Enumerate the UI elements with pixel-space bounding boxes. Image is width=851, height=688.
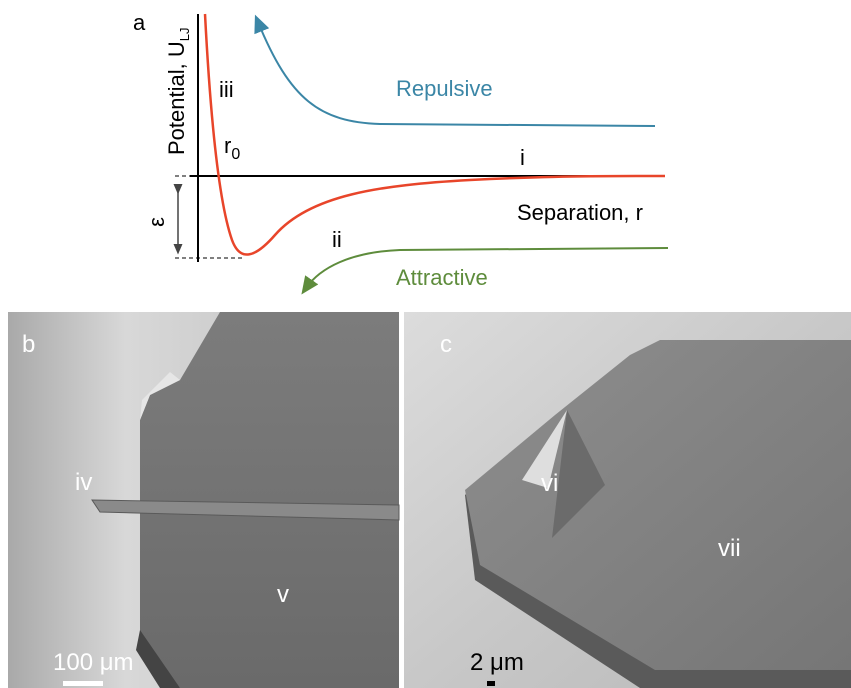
page: {"panel_a": {"label": "a", "y_axis_label…	[0, 0, 851, 688]
r0-text: r	[224, 133, 231, 158]
r0-label: r0	[224, 133, 240, 163]
scale-bar-label: 2 μm	[470, 649, 524, 676]
scale-bar	[63, 681, 103, 686]
feature-label: vii	[718, 535, 741, 562]
feature-label: vi	[541, 470, 558, 497]
y-axis-text: Potential, U	[164, 41, 189, 155]
repulsive-arrow	[258, 22, 655, 126]
x-axis-label: Separation, r	[517, 200, 643, 225]
y-axis-label: Potential, ULJ	[164, 28, 192, 155]
epsilon-label: ε	[144, 217, 169, 227]
region-label: iii	[219, 77, 234, 102]
r0-subscript: 0	[231, 146, 240, 163]
panel-label: c	[440, 331, 452, 358]
feature-label: iv	[75, 469, 92, 496]
panel-label: a	[133, 10, 146, 35]
repulsive-label: Repulsive	[396, 76, 493, 101]
panel-a: a Potential, ULJ Separation, r r0 ε i ii…	[133, 10, 668, 290]
feature-label: v	[277, 581, 289, 608]
figure: a Potential, ULJ Separation, r r0 ε i ii…	[0, 0, 851, 688]
scale-bar	[487, 681, 495, 686]
region-label: ii	[332, 227, 342, 252]
scale-bar-label: 100 μm	[53, 649, 134, 676]
y-axis-subscript: LJ	[177, 28, 192, 42]
panel-label: b	[22, 331, 35, 358]
region-label: i	[520, 145, 525, 170]
panel-c: c vi vii 2 μm	[404, 312, 851, 688]
panel-b: b iv v 100 μm	[8, 312, 399, 688]
attractive-label: Attractive	[396, 265, 488, 290]
